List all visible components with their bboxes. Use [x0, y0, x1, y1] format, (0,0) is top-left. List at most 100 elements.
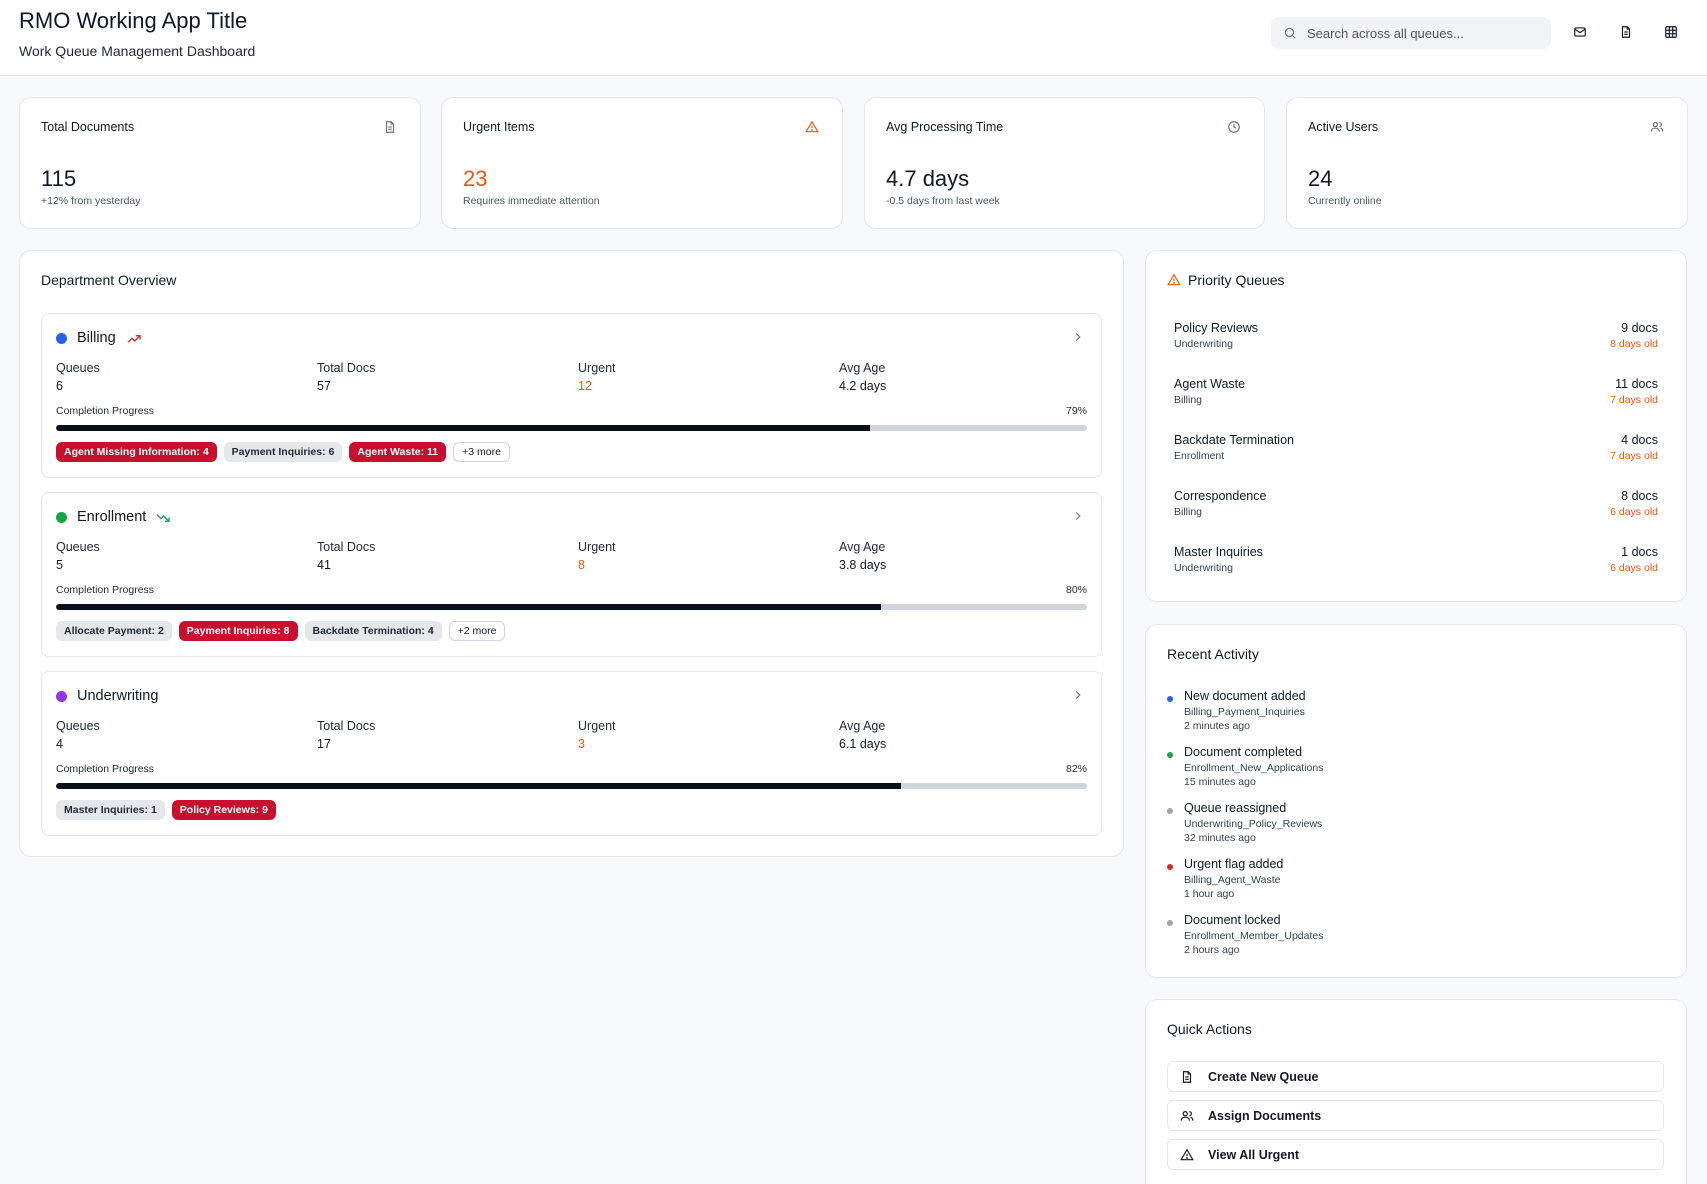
queue-age: 6 days old — [1610, 506, 1658, 518]
create-new-queue-button[interactable]: Create New Queue — [1167, 1061, 1664, 1092]
stat-note: -0.5 days from last week — [886, 195, 1000, 207]
chevron-right-icon[interactable] — [1071, 688, 1085, 702]
stat-note: Currently online — [1308, 195, 1382, 207]
activity-title: Document locked — [1184, 913, 1281, 927]
mail-icon[interactable] — [1570, 22, 1590, 42]
activity-dot — [1167, 808, 1173, 814]
metric-label: Queues — [56, 719, 100, 733]
grid-icon[interactable] — [1661, 22, 1681, 42]
priority-queue-item[interactable]: Correspondence Billing 8 docs 6 days old — [1174, 489, 1658, 529]
metric-avg-age: 4.2 days — [839, 379, 887, 393]
activity-item: Urgent flag added Billing_Agent_Waste 1 … — [1167, 857, 1647, 905]
button-label: Assign Documents — [1208, 1108, 1322, 1123]
activity-time: 2 minutes ago — [1184, 720, 1250, 732]
stat-value: 23 — [463, 166, 488, 191]
stat-note: Requires immediate attention — [463, 195, 600, 207]
trending-down-icon — [156, 514, 170, 522]
progress-percent: 80% — [1065, 584, 1087, 596]
queue-chip[interactable]: Agent Waste: 11 — [349, 442, 447, 462]
progress-bar — [56, 425, 1087, 431]
queue-doc-count: 11 docs — [1615, 377, 1658, 391]
department-name: Enrollment — [77, 509, 147, 525]
metric-avg-age: 6.1 days — [839, 737, 887, 751]
activity-time: 15 minutes ago — [1184, 776, 1256, 788]
metric-urgent: 3 — [578, 737, 585, 751]
queue-chips: Allocate Payment: 2 Payment Inquiries: 8… — [56, 621, 506, 641]
priority-queue-item[interactable]: Backdate Termination Enrollment 4 docs 7… — [1174, 433, 1658, 473]
stat-note: +12% from yesterday — [41, 195, 141, 207]
progress-label: Completion Progress — [56, 584, 155, 596]
queue-name: Backdate Termination — [1174, 433, 1294, 447]
document-icon[interactable] — [1616, 22, 1636, 42]
stat-value: 115 — [41, 166, 77, 191]
metric-label: Urgent — [578, 540, 616, 554]
section-title: Recent Activity — [1167, 646, 1259, 662]
stat-card-active-users: Active Users 24 Currently online — [1286, 97, 1688, 229]
metric-label: Avg Age — [839, 361, 886, 375]
more-chip[interactable]: +3 more — [453, 442, 510, 462]
queue-chip[interactable]: Payment Inquiries: 6 — [223, 442, 343, 462]
queue-department: Enrollment — [1174, 450, 1225, 462]
view-all-urgent-button[interactable]: View All Urgent — [1167, 1139, 1664, 1170]
queue-department: Billing — [1174, 506, 1203, 518]
metric-queues: 6 — [56, 379, 63, 393]
department-card-enrollment[interactable]: Enrollment Queues 5 Total Docs 41 Urgent… — [41, 492, 1102, 657]
section-title: Priority Queues — [1188, 272, 1285, 288]
stat-label: Total Documents — [41, 120, 135, 134]
priority-queue-item[interactable]: Master Inquiries Underwriting 1 docs 6 d… — [1174, 545, 1658, 585]
priority-queue-item[interactable]: Agent Waste Billing 11 docs 7 days old — [1174, 377, 1658, 417]
queue-age: 7 days old — [1610, 394, 1658, 406]
activity-item: Document completed Enrollment_New_Applic… — [1167, 745, 1647, 793]
stat-card-total-documents: Total Documents 115 +12% from yesterday — [19, 97, 421, 229]
metric-total-docs: 57 — [317, 379, 331, 393]
queue-chip[interactable]: Backdate Termination: 4 — [304, 621, 442, 641]
queue-chip[interactable]: Agent Missing Information: 4 — [56, 442, 217, 462]
activity-dot — [1167, 920, 1173, 926]
queue-chip[interactable]: Policy Reviews: 9 — [171, 800, 276, 820]
document-icon — [383, 120, 399, 136]
metric-label: Queues — [56, 361, 100, 375]
activity-dot — [1167, 752, 1173, 758]
queue-age: 8 days old — [1610, 338, 1658, 350]
department-card-billing[interactable]: Billing Queues 6 Total Docs 57 Urgent 12… — [41, 313, 1102, 478]
activity-dot — [1167, 864, 1173, 870]
queue-department: Underwriting — [1174, 338, 1233, 350]
queue-chip[interactable]: Allocate Payment: 2 — [56, 621, 172, 641]
queue-chip[interactable]: Master Inquiries: 1 — [56, 800, 165, 820]
stat-label: Active Users — [1308, 120, 1379, 134]
search-box[interactable] — [1271, 17, 1551, 49]
queue-chip[interactable]: Payment Inquiries: 8 — [178, 621, 298, 641]
section-title: Quick Actions — [1167, 1021, 1252, 1037]
stat-value: 4.7 days — [886, 166, 970, 191]
queue-name: Master Inquiries — [1174, 545, 1263, 559]
quick-actions-panel: Quick Actions Create New Queue Assign Do… — [1145, 999, 1687, 1184]
activity-item: New document added Billing_Payment_Inqui… — [1167, 689, 1647, 737]
stat-label: Avg Processing Time — [886, 120, 1004, 134]
metric-label: Avg Age — [839, 719, 886, 733]
status-dot — [56, 691, 67, 702]
assign-documents-button[interactable]: Assign Documents — [1167, 1100, 1664, 1131]
button-label: Create New Queue — [1208, 1069, 1319, 1084]
queue-name: Agent Waste — [1174, 377, 1246, 391]
department-card-underwriting[interactable]: Underwriting Queues 4 Total Docs 17 Urge… — [41, 671, 1102, 836]
queue-age: 7 days old — [1610, 450, 1658, 462]
more-chip[interactable]: +2 more — [448, 621, 506, 641]
warning-icon — [805, 120, 821, 136]
metric-queues: 4 — [56, 737, 63, 751]
chevron-right-icon[interactable] — [1071, 509, 1085, 523]
activity-title: Urgent flag added — [1184, 857, 1284, 871]
metric-label: Queues — [56, 540, 100, 554]
activity-item: Queue reassigned Underwriting_Policy_Rev… — [1167, 801, 1647, 849]
queue-chips: Agent Missing Information: 4 Payment Inq… — [56, 442, 510, 462]
recent-activity-panel: Recent Activity New document added Billi… — [1145, 624, 1687, 978]
chevron-right-icon[interactable] — [1071, 330, 1085, 344]
app-title: RMO Working App Title — [19, 8, 248, 33]
priority-queue-item[interactable]: Policy Reviews Underwriting 9 docs 8 day… — [1174, 321, 1658, 361]
queue-age: 6 days old — [1610, 562, 1658, 574]
metric-label: Total Docs — [317, 361, 376, 375]
metric-label: Total Docs — [317, 540, 376, 554]
document-icon — [1182, 1070, 1192, 1083]
search-input[interactable] — [1307, 25, 1537, 41]
progress-bar — [56, 783, 1087, 789]
section-title: Department Overview — [41, 272, 177, 288]
